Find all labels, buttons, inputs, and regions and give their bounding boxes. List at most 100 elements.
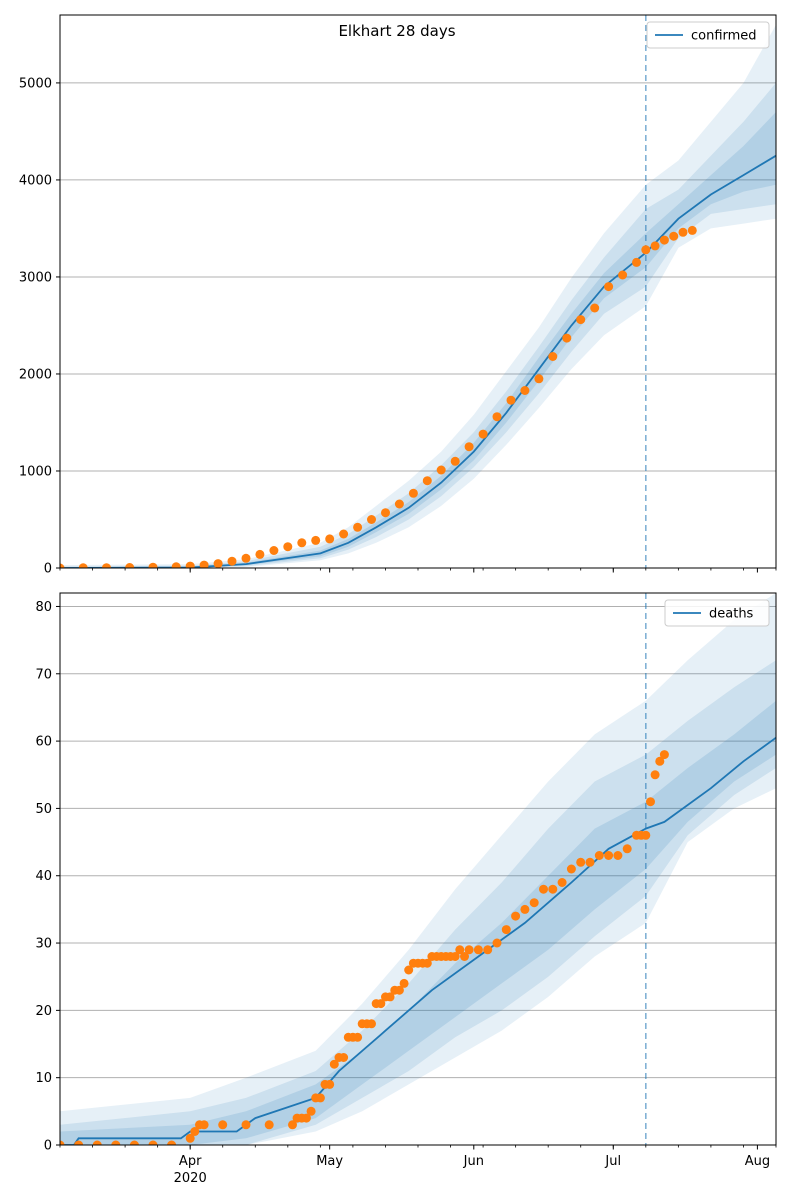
observed-point bbox=[687, 225, 697, 235]
observed-point bbox=[408, 488, 418, 498]
observed-point bbox=[576, 857, 586, 867]
observed-point bbox=[283, 542, 293, 552]
observed-point bbox=[241, 553, 251, 563]
chart-title: Elkhart 28 days bbox=[338, 22, 455, 40]
observed-point bbox=[566, 864, 576, 874]
observed-point bbox=[339, 529, 349, 539]
observed-point bbox=[325, 1079, 335, 1089]
observed-point bbox=[464, 442, 474, 452]
observed-point bbox=[60, 563, 65, 568]
observed-point bbox=[241, 1120, 251, 1130]
legend: deaths bbox=[664, 599, 770, 627]
band-outer bbox=[60, 24, 776, 568]
observed-point bbox=[520, 904, 530, 914]
observed-point bbox=[199, 1120, 209, 1130]
observed-point bbox=[394, 985, 404, 995]
observed-point bbox=[92, 1140, 102, 1145]
observed-point bbox=[436, 465, 446, 475]
deaths-panel: 0 10 20 30 40 50 60 70 80 Apr 2020 May Jun Jul Aug deat… bbox=[35, 592, 777, 1186]
observed-point bbox=[669, 231, 679, 241]
legend-label: deaths bbox=[709, 607, 754, 622]
observed-point bbox=[511, 911, 521, 921]
y-tick-label: 30 bbox=[35, 937, 52, 952]
observed-point bbox=[399, 978, 409, 988]
observed-point bbox=[255, 549, 265, 559]
observed-point bbox=[353, 522, 363, 532]
legend-label: confirmed bbox=[691, 29, 757, 44]
observed-point bbox=[102, 563, 111, 568]
observed-point bbox=[297, 538, 307, 548]
observed-point bbox=[576, 315, 586, 325]
observed-point bbox=[60, 1140, 65, 1145]
observed-point bbox=[557, 878, 567, 887]
observed-point bbox=[464, 945, 474, 955]
observed-point bbox=[218, 1120, 228, 1130]
observed-point bbox=[269, 546, 279, 555]
x-tick-label: Jun bbox=[463, 1154, 484, 1169]
y-tick-label: 20 bbox=[35, 1004, 52, 1019]
observed-point bbox=[632, 257, 641, 267]
observed-point bbox=[74, 1140, 84, 1145]
observed-point bbox=[473, 945, 483, 955]
observed-point bbox=[339, 1053, 349, 1062]
observed-point bbox=[301, 1113, 311, 1123]
observed-point bbox=[185, 1133, 195, 1143]
observed-point bbox=[501, 925, 511, 935]
observed-point bbox=[381, 508, 390, 518]
observed-point bbox=[659, 235, 669, 245]
observed-point bbox=[678, 227, 688, 237]
plot-area bbox=[60, 15, 776, 568]
observed-point bbox=[641, 830, 651, 840]
y-tick-label: 60 bbox=[35, 735, 52, 750]
observed-point bbox=[460, 952, 469, 961]
observed-point bbox=[548, 884, 558, 894]
median-line-confirmed bbox=[60, 154, 776, 568]
x-tick-label: Apr bbox=[179, 1154, 202, 1169]
observed-point bbox=[492, 412, 502, 422]
confirmed-panel: 0 1000 2000 3000 4000 5000 confirmed bbox=[19, 14, 777, 577]
observed-point bbox=[353, 1032, 363, 1042]
observed-point bbox=[264, 1120, 274, 1130]
y-tick-label: 70 bbox=[35, 667, 52, 682]
y-tick-label: 80 bbox=[35, 600, 52, 615]
observed-point bbox=[590, 303, 600, 313]
observed-point bbox=[506, 395, 516, 405]
observed-point bbox=[618, 270, 628, 280]
observed-point bbox=[585, 857, 595, 867]
observed-point bbox=[329, 1059, 339, 1069]
observed-point bbox=[483, 945, 493, 955]
observed-point bbox=[199, 560, 209, 568]
y-tick-label: 5000 bbox=[19, 76, 52, 91]
band-outer bbox=[60, 593, 776, 1145]
observed-point bbox=[650, 241, 660, 251]
observed-point bbox=[622, 844, 632, 854]
legend: confirmed bbox=[646, 21, 770, 49]
observed-point bbox=[394, 499, 404, 509]
observed-point bbox=[129, 1140, 139, 1145]
y-tick-label: 50 bbox=[35, 802, 52, 817]
observed-point bbox=[227, 556, 237, 566]
observed-point bbox=[562, 333, 572, 343]
observed-point bbox=[455, 945, 465, 955]
x-tick-sublabel: 2020 bbox=[174, 1171, 207, 1186]
observed-point bbox=[385, 992, 395, 1002]
observed-point bbox=[367, 1019, 376, 1029]
y-tick-label: 3000 bbox=[19, 270, 52, 285]
observed-point bbox=[534, 374, 544, 384]
observed-point bbox=[288, 1120, 297, 1130]
observed-point bbox=[315, 1093, 325, 1103]
observed-point bbox=[325, 534, 335, 544]
observed-point bbox=[450, 456, 460, 466]
observed-point bbox=[404, 965, 414, 975]
observed-point bbox=[450, 952, 460, 961]
observed-point bbox=[478, 429, 488, 439]
observed-point bbox=[311, 535, 321, 545]
observed-point bbox=[520, 386, 530, 395]
observed-point bbox=[171, 562, 181, 568]
observed-point bbox=[213, 559, 223, 568]
observed-point bbox=[604, 282, 614, 292]
legend-box bbox=[646, 21, 770, 49]
legend-box bbox=[664, 599, 770, 627]
observed-point bbox=[148, 562, 158, 568]
